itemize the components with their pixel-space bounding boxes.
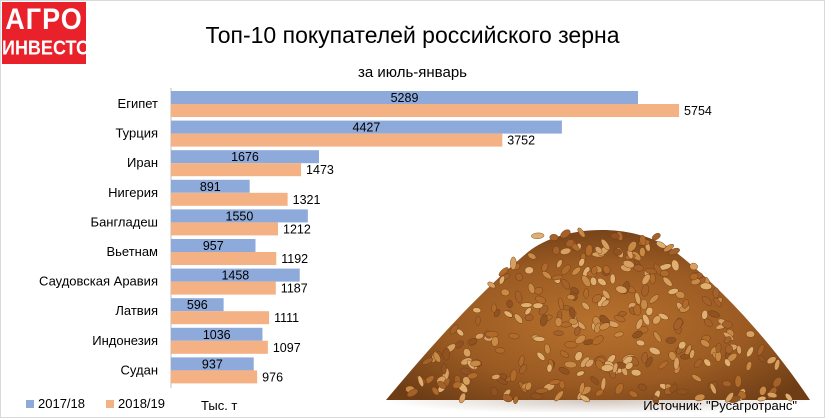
data-label: 1036 [203,328,231,342]
bar-2018-19 [171,370,258,384]
bar-2017-18 [171,298,224,312]
data-label: 1458 [221,269,249,283]
logo-line-1: АГРО [5,2,83,36]
data-label: 5289 [391,91,419,105]
bar-2017-18 [171,179,250,193]
agroinvestor-logo: АГРО ИНВЕСТОР [2,2,103,64]
chart-title: Топ-10 покупателей российского зерна [205,22,620,48]
category-label: Нигерия [108,185,158,200]
bar-2017-18 [171,268,300,282]
category-label: Бангладеш [91,214,158,229]
data-label: 1676 [231,150,259,164]
bar-2017-18 [171,120,562,134]
wheat-grain-pile-image [383,227,813,412]
data-label: 1187 [281,282,308,296]
category-label: Судан [121,362,158,377]
bar-2018-19 [171,281,276,295]
data-label: 976 [262,370,283,384]
source-note: Источник: "Русагротранс" [643,398,797,413]
data-label: 1111 [274,311,299,325]
bar-2018-19 [171,222,279,236]
data-label: 1097 [273,341,301,355]
data-label: 4427 [353,121,381,135]
bar-2017-18 [171,239,256,252]
data-label: 1192 [281,252,308,266]
data-label: 1321 [293,193,321,207]
data-label: 3752 [507,134,535,148]
unit-label: Тыс. т [201,398,238,413]
bar-2018-19 [171,104,680,117]
bar-2018-19 [171,252,277,265]
data-label: 596 [187,298,208,312]
data-label: 1473 [306,163,334,177]
legend-label-2018: 2018/19 [118,396,165,411]
legend-label-2017: 2017/18 [38,396,85,411]
data-label: 1550 [226,209,254,223]
category-label: Саудовская Аравия [39,274,158,289]
category-label: Иран [127,155,158,170]
legend-swatch-2017 [26,400,34,408]
data-label: 1212 [283,222,311,236]
legend-swatch-2018 [106,400,114,408]
bar-2017-18 [171,91,638,104]
bar-2017-18 [171,357,254,371]
data-label: 5754 [684,104,712,118]
category-label: Турция [115,126,158,141]
chart-subtitle: за июль-январь [358,64,467,81]
bar-2018-19 [171,163,302,177]
bar-2017-18 [171,327,263,341]
data-label: 957 [203,239,224,253]
bar-2018-19 [171,311,270,325]
category-label: Вьетнам [106,244,158,259]
category-label: Латвия [115,303,158,318]
category-label: Египет [118,96,159,111]
bar-2018-19 [171,192,288,206]
data-label: 937 [202,357,223,371]
category-label: Индонезия [92,333,158,348]
bar-2018-19 [171,133,503,147]
chart-legend: 2017/18 2018/19 [26,396,165,411]
bar-2017-18 [171,150,319,164]
bar-2018-19 [171,340,268,354]
bar-2017-18 [171,209,308,223]
data-label: 891 [200,180,221,194]
logo-line-2: ИНВЕСТОР [2,35,103,59]
